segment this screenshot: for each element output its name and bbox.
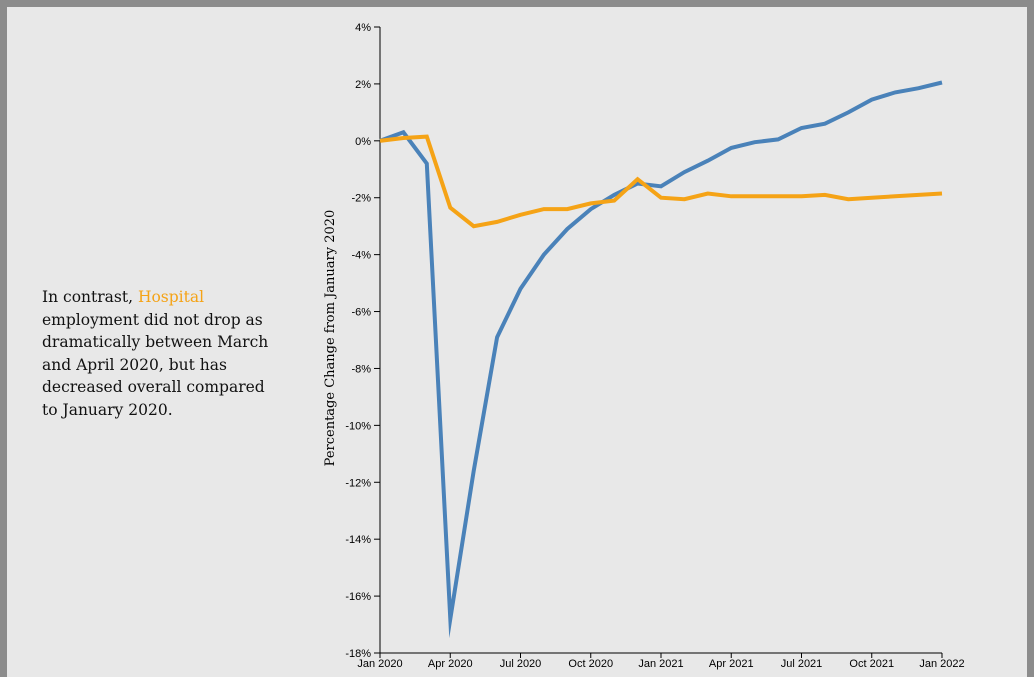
narrative-prefix: In contrast, xyxy=(42,288,138,306)
y-tick-label: -6% xyxy=(351,307,371,319)
x-tick-label: Oct 2020 xyxy=(568,658,613,670)
y-tick-label: 2% xyxy=(355,79,371,91)
x-tick-label: Apr 2020 xyxy=(428,658,473,670)
series-lines xyxy=(379,80,943,639)
y-axis: 4% 2% 0% -2% -4% -6% -8% -10% -12% -14% -16% -18% xyxy=(345,22,381,660)
series-line-1 xyxy=(379,80,943,639)
y-tick-label: 0% xyxy=(355,136,371,148)
series-line-2 xyxy=(379,134,943,229)
y-tick-label: -10% xyxy=(345,420,371,432)
narrative-suffix: employment did not drop as dramatically … xyxy=(42,310,269,419)
y-tick-label: 4% xyxy=(355,22,371,34)
y-tick-label: -8% xyxy=(351,363,371,375)
x-axis: Jan 2020 Apr 2020 Jul 2020 Oct 2020 Jan 2021… xyxy=(357,652,965,670)
x-tick-label: Jul 2020 xyxy=(500,658,542,670)
y-tick-label: -2% xyxy=(351,193,371,205)
x-tick-label: Apr 2021 xyxy=(709,658,754,670)
chart-panel xyxy=(7,7,1027,677)
x-tick-label: Jul 2021 xyxy=(781,658,823,670)
x-tick-label: Jan 2021 xyxy=(638,658,683,670)
x-tick-label: Jan 2020 xyxy=(357,658,402,670)
x-tick-label: Oct 2021 xyxy=(849,658,894,670)
y-tick-label: -4% xyxy=(351,250,371,262)
y-tick-label: -18% xyxy=(345,648,371,660)
y-tick-label: -16% xyxy=(345,591,371,603)
x-tick-label: Jan 2022 xyxy=(919,658,964,670)
narrative-highlight: Hospital xyxy=(137,288,205,306)
narrative-text: In contrast, Hospital employment did not… xyxy=(42,286,282,421)
y-tick-label: -14% xyxy=(345,534,371,546)
y-tick-label: -12% xyxy=(345,477,371,489)
y-axis-label: Percentage Change from January 2020 xyxy=(323,210,338,467)
